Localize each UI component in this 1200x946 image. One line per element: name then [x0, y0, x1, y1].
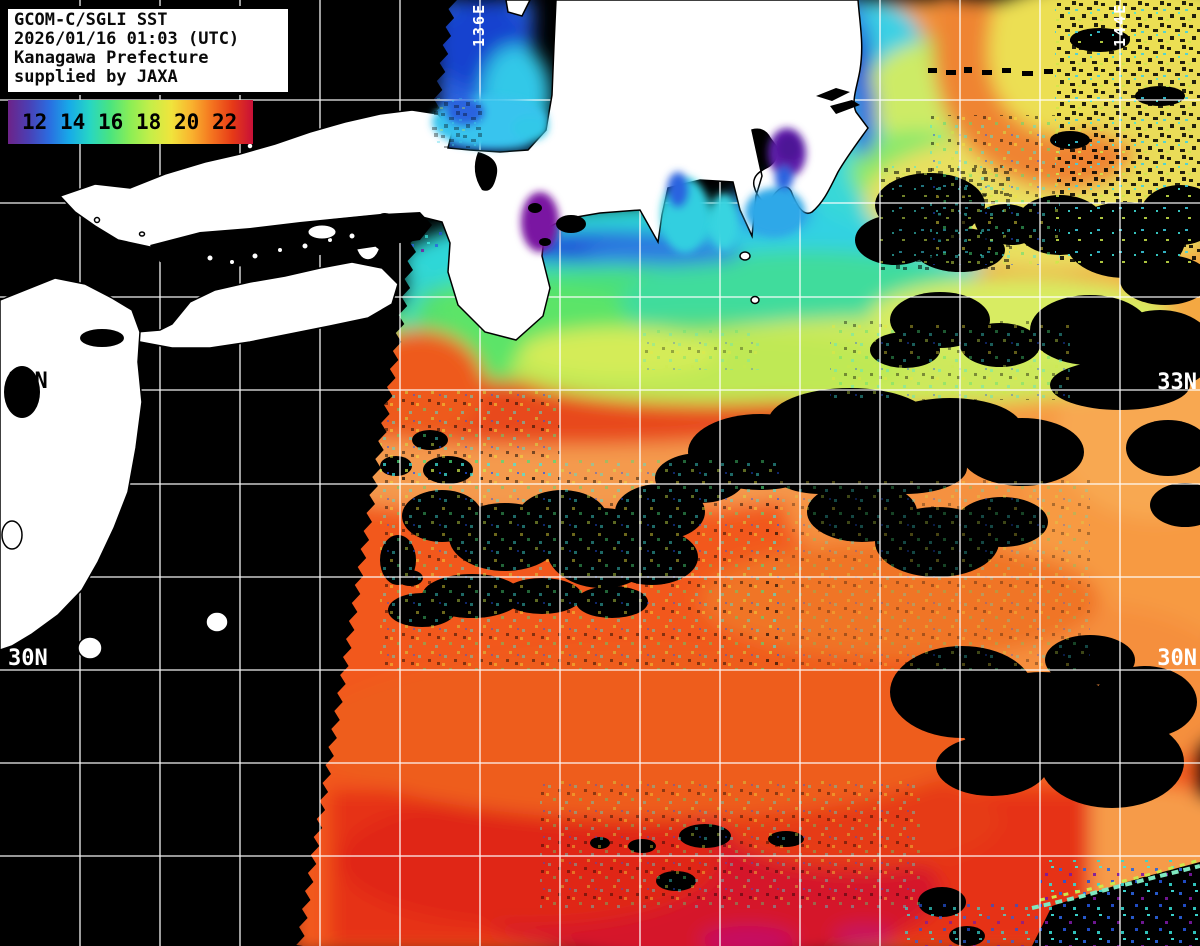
- info-box: GCOM-C/SGLI SST 2026/01/16 01:03 (UTC) K…: [5, 6, 291, 95]
- inland-sea-islands: [206, 224, 356, 265]
- temperature-colorbar: 12 14 16 18 20 22: [8, 100, 253, 144]
- ocean-data-swath: [296, 0, 1200, 946]
- landmass-shikoku: [110, 261, 399, 349]
- lake-kasumigaura: [816, 88, 850, 101]
- lake-kitaura: [830, 100, 860, 114]
- island-top-wedge: [505, 0, 531, 17]
- osaka-bay: [370, 213, 400, 251]
- inland-waters: [4, 88, 860, 418]
- colorbar-tick: 14: [60, 110, 86, 134]
- speckle-noise: [380, 0, 1200, 946]
- island: [1, 520, 23, 550]
- west-izu-inlet: [711, 194, 737, 250]
- colorbar-tick-labels: 12 14 16 18 20 22: [8, 110, 253, 134]
- island: [93, 216, 101, 224]
- uraga-channel: [775, 166, 793, 190]
- wakasa-speckle: [432, 98, 482, 148]
- colorbar-tick: 12: [22, 110, 48, 134]
- island: [750, 295, 760, 305]
- colorbar-tick: 22: [212, 110, 238, 134]
- beppu-bay: [80, 329, 124, 347]
- observation-datetime: 2026/01/16 01:03 (UTC): [14, 29, 240, 49]
- colorbar-tick: 16: [98, 110, 124, 134]
- island: [138, 231, 146, 237]
- island: [77, 636, 103, 660]
- lake-biwa: [474, 152, 498, 191]
- product-title: GCOM-C/SGLI SST: [14, 10, 168, 30]
- latitude-label: 33N: [8, 369, 48, 394]
- island: [205, 611, 229, 633]
- colorbar-tick: 18: [136, 110, 162, 134]
- coordinate-labels: 33N 30N 33N 30N 136E 144E: [8, 3, 1197, 671]
- sagami-bay: [745, 188, 805, 236]
- longitude-label: 144E: [1111, 3, 1129, 47]
- latitude-label: 30N: [8, 646, 48, 671]
- island-izu-oshima: [739, 251, 751, 261]
- colorbar-tick: 20: [174, 110, 200, 134]
- ariake-sea: [4, 366, 40, 418]
- landmass-kyushu: [0, 277, 143, 651]
- longitude-label: 136E: [470, 3, 488, 47]
- data-credit: supplied by JAXA: [14, 67, 178, 87]
- mikawa-bay: [556, 215, 586, 233]
- latitude-label: 33N: [1157, 370, 1197, 395]
- latitude-label: 30N: [1157, 646, 1197, 671]
- region-name: Kanagawa Prefecture: [14, 48, 209, 68]
- seto-inland-sea: [150, 212, 432, 272]
